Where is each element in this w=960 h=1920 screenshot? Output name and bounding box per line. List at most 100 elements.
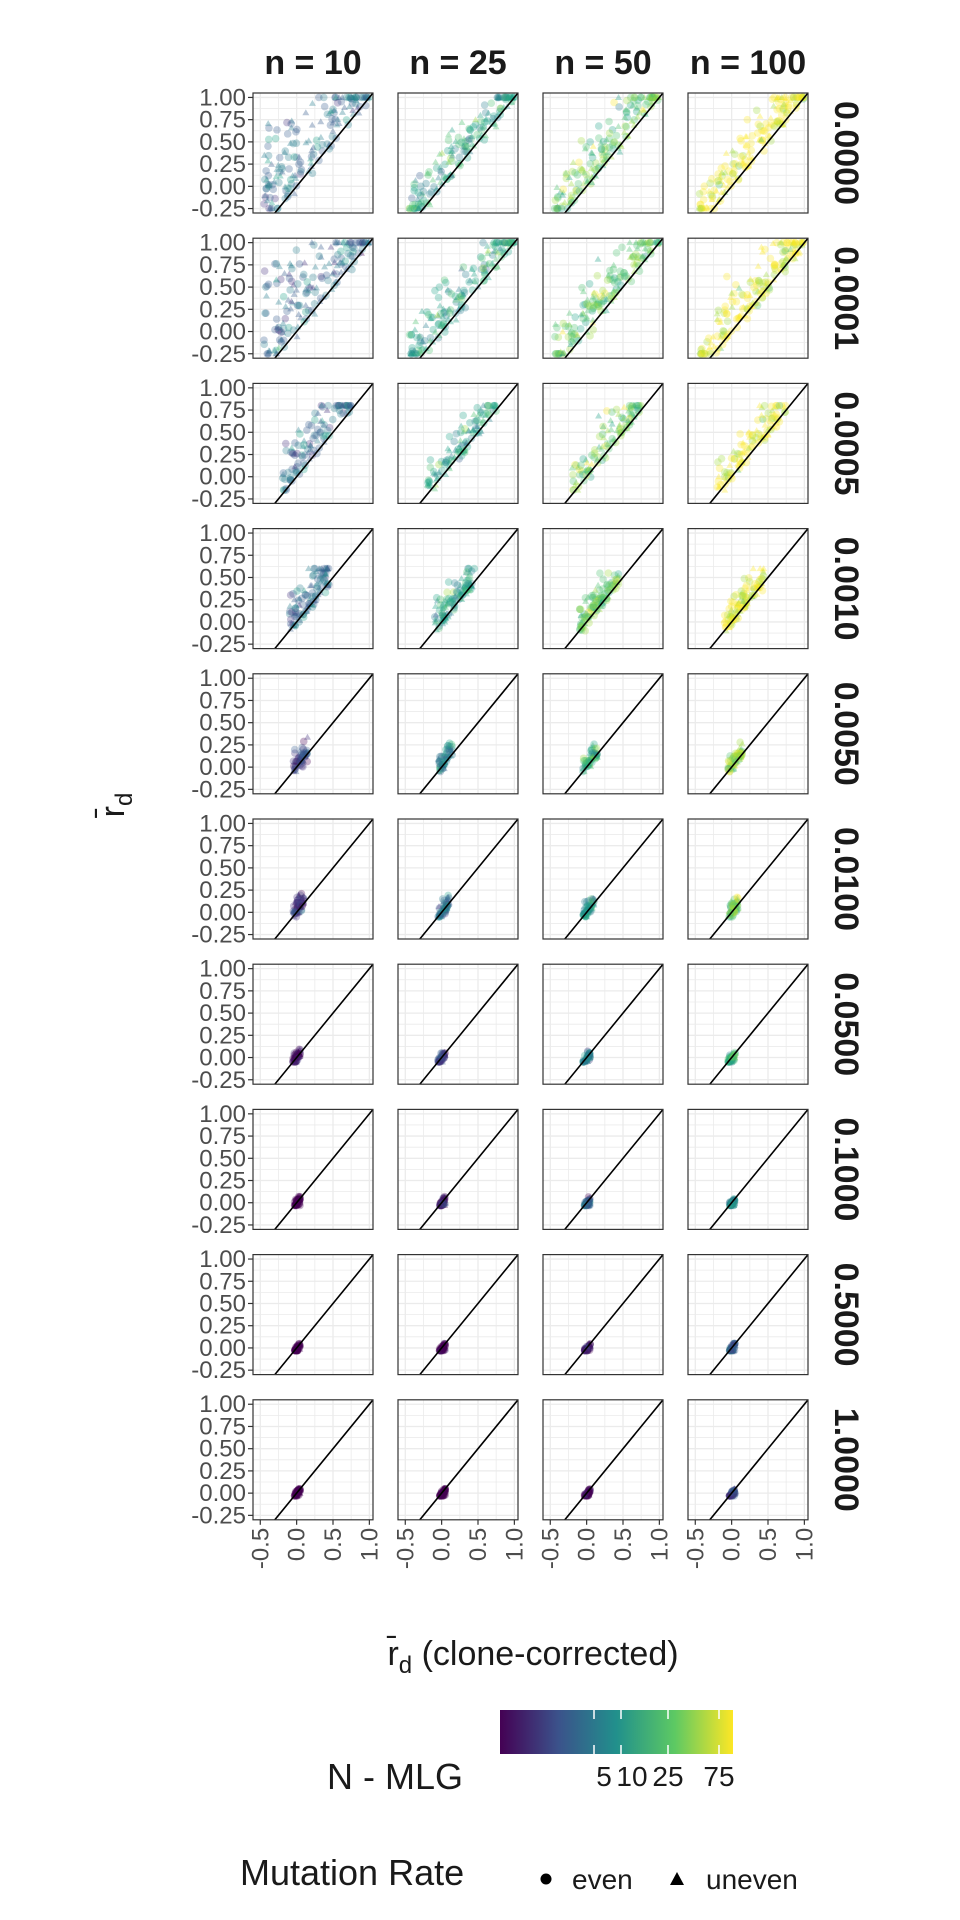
data-point-triangle xyxy=(307,155,315,162)
data-point-circle xyxy=(626,93,635,102)
data-point-triangle xyxy=(296,747,304,754)
data-point-circle xyxy=(272,346,280,355)
data-point-circle xyxy=(447,157,456,165)
colorbar-tick-label: 25 xyxy=(652,1761,683,1792)
data-point-circle xyxy=(313,143,322,151)
data-point-circle xyxy=(409,200,417,209)
data-point-triangle xyxy=(332,239,340,246)
data-point-circle xyxy=(721,306,729,314)
data-point-circle xyxy=(443,146,452,155)
data-point-triangle xyxy=(629,102,637,109)
data-point-triangle xyxy=(750,436,758,443)
reference-line-y-equals-x xyxy=(564,1254,663,1375)
data-point-circle xyxy=(296,894,305,903)
data-point-triangle xyxy=(583,296,591,303)
data-point-circle xyxy=(435,460,443,469)
data-point-circle xyxy=(442,745,450,754)
data-point-triangle xyxy=(584,760,592,767)
data-point-circle xyxy=(739,592,747,601)
data-point-triangle xyxy=(298,894,306,901)
legends: N - MLG 5 10 25 75 Mutation Rate even uneve… xyxy=(240,1710,798,1895)
data-point-circle xyxy=(753,301,762,310)
data-point-circle xyxy=(290,745,299,754)
data-point-circle xyxy=(460,288,469,297)
data-point-triangle xyxy=(436,323,444,330)
data-point-circle xyxy=(627,404,636,413)
data-point-circle xyxy=(405,204,414,213)
data-point-triangle xyxy=(437,908,445,915)
data-point-circle xyxy=(714,477,723,486)
data-point-triangle xyxy=(736,312,744,319)
data-point-circle xyxy=(733,749,742,758)
data-point-triangle xyxy=(415,205,423,212)
y-tick-label: 1.00 xyxy=(199,956,246,983)
data-point-triangle xyxy=(330,106,338,113)
data-point-triangle xyxy=(292,1488,300,1495)
data-point-circle xyxy=(457,291,465,300)
data-point-triangle xyxy=(313,580,321,587)
facet-panel xyxy=(397,527,519,650)
data-point-circle xyxy=(575,470,584,479)
data-point-circle xyxy=(272,259,281,268)
data-point-triangle xyxy=(339,239,347,246)
data-point-circle xyxy=(580,908,589,917)
data-point-circle xyxy=(636,93,645,102)
data-point-triangle xyxy=(730,899,738,906)
data-point-triangle xyxy=(574,486,582,493)
data-point-circle xyxy=(467,434,476,443)
data-point-circle xyxy=(347,95,356,103)
data-point-circle xyxy=(741,155,749,164)
data-point-circle xyxy=(441,1487,449,1496)
data-point-circle xyxy=(764,409,773,418)
facet-panel xyxy=(542,1108,664,1231)
data-point-triangle xyxy=(768,407,776,414)
data-point-circle xyxy=(308,169,317,178)
data-point-circle xyxy=(621,122,630,131)
data-point-circle xyxy=(767,120,776,128)
data-point-circle xyxy=(718,171,726,180)
data-point-circle xyxy=(728,1341,736,1350)
data-point-circle xyxy=(292,1057,300,1065)
data-point-circle xyxy=(720,611,729,620)
data-point-triangle xyxy=(279,319,287,326)
data-point-circle xyxy=(550,204,559,213)
data-point-triangle xyxy=(321,565,329,572)
data-point-circle xyxy=(584,468,593,476)
data-point-circle xyxy=(602,442,611,450)
data-point-circle xyxy=(440,276,449,284)
data-point-triangle xyxy=(611,579,619,586)
data-point-triangle xyxy=(734,460,742,467)
data-point-circle xyxy=(735,751,743,759)
data-point-triangle xyxy=(568,336,576,343)
data-point-circle xyxy=(471,424,480,433)
data-point-circle xyxy=(292,1196,301,1204)
data-point-circle xyxy=(568,333,576,341)
data-point-triangle xyxy=(621,113,629,120)
data-point-circle xyxy=(298,753,307,762)
data-point-circle xyxy=(628,401,637,410)
data-point-circle xyxy=(435,1344,444,1353)
data-point-circle xyxy=(293,896,302,904)
data-point-circle xyxy=(625,418,634,426)
data-point-circle xyxy=(591,446,599,454)
data-point-triangle xyxy=(604,440,612,447)
data-point-circle xyxy=(751,579,759,588)
data-point-circle xyxy=(417,346,426,354)
data-point-triangle xyxy=(448,126,456,133)
data-point-circle xyxy=(294,754,302,763)
data-point-triangle xyxy=(592,299,600,306)
data-point-triangle xyxy=(410,350,418,357)
data-point-circle xyxy=(738,591,747,600)
data-point-triangle xyxy=(717,344,725,351)
data-point-circle xyxy=(295,301,304,310)
data-point-triangle xyxy=(591,586,599,593)
data-point-circle xyxy=(637,254,645,262)
data-point-circle xyxy=(582,1201,590,1210)
data-point-circle xyxy=(451,145,459,153)
data-point-circle xyxy=(330,404,339,413)
data-point-triangle xyxy=(268,199,276,206)
data-point-circle xyxy=(792,101,801,109)
data-point-triangle xyxy=(586,1200,594,1207)
data-point-circle xyxy=(593,597,601,606)
data-point-circle xyxy=(325,423,334,432)
